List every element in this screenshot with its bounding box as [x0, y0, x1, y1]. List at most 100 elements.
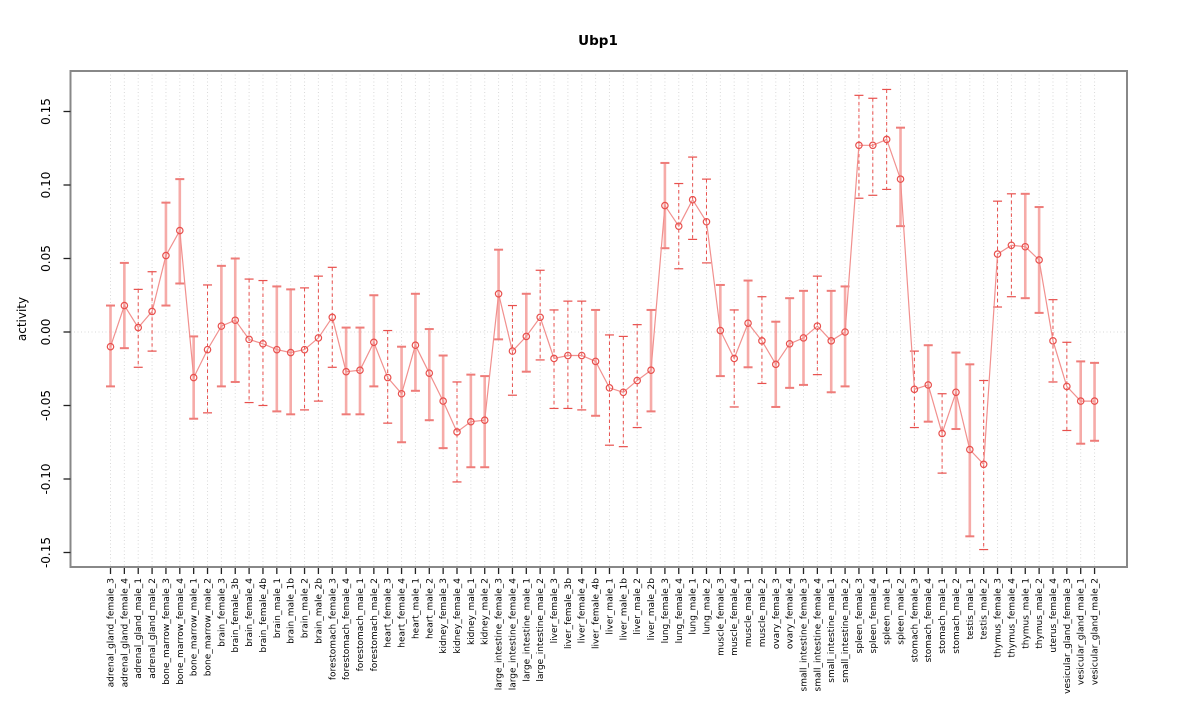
x-tick-label: large_intestine_male_1: [522, 578, 532, 682]
x-tick-label: large_intestine_female_4: [508, 578, 518, 691]
y-tick-label: 0.05: [39, 245, 53, 272]
plot-box: [69, 70, 1128, 568]
x-tick-label: large_intestine_male_2: [536, 578, 546, 682]
data-point: [896, 175, 905, 183]
data-point: [1049, 337, 1057, 345]
error-bar: [480, 375, 490, 469]
data-point: [564, 351, 572, 360]
x-tick-label: liver_male_2b: [647, 578, 657, 641]
data-point: [771, 360, 780, 369]
x-tick-label: large_intestine_female_3: [495, 578, 505, 690]
error-bar: [591, 308, 601, 417]
data-point: [855, 141, 863, 150]
x-tick-label: brain_male_1: [273, 578, 283, 638]
data-point: [758, 337, 766, 345]
error-bar: [812, 275, 822, 376]
data-point: [799, 334, 808, 342]
data-point: [273, 345, 281, 354]
x-tick-label: lung_male_2: [702, 578, 712, 635]
error-bar: [604, 334, 614, 446]
y-tick-label: 0.15: [39, 98, 53, 125]
data-point: [730, 354, 739, 363]
x-tick-label: thymus_male_1: [1021, 578, 1031, 649]
error-bar: [258, 279, 268, 407]
data-point: [411, 341, 420, 350]
data-series: [106, 88, 1100, 551]
data-point: [453, 428, 461, 436]
x-tick-label: adrenal_gland_female_3: [107, 578, 117, 687]
x-tick-label: brain_female_4: [245, 578, 255, 647]
error-bar: [507, 304, 517, 396]
x-tick-label: muscle_female_3: [716, 578, 726, 656]
x-tick-label: adrenal_gland_female_4: [120, 578, 130, 688]
data-point: [508, 347, 517, 355]
x-tick-label: small_intestine_male_2: [841, 578, 851, 683]
x-tick-label: forestomach_male_2: [370, 578, 380, 671]
data-point: [494, 289, 503, 298]
data-point: [813, 322, 822, 330]
x-tick-label: bone_marrow_male_2: [204, 578, 214, 676]
data-point: [1090, 397, 1099, 405]
x-tick-label: vesicular_gland_male_1: [1077, 578, 1087, 685]
x-tick-label: bone_marrow_male_1: [190, 578, 200, 676]
data-point: [356, 366, 364, 375]
error-bar: [674, 182, 684, 270]
x-tick-label: testis_male_2: [980, 578, 990, 640]
x-tick-label: stomach_female_3: [910, 578, 920, 662]
axes: 0.15 0.10 0.05 0.00 -0.05 -0.10 -0.15 adrenal_g…: [39, 98, 1101, 694]
chart-title: Ubp1: [578, 33, 618, 49]
data-point: [716, 326, 725, 335]
data-point: [342, 367, 350, 376]
data-point: [1021, 242, 1030, 251]
data-point: [647, 366, 655, 375]
x-tick-label: liver_female_3: [550, 578, 560, 643]
data-point: [633, 376, 641, 385]
data-point: [1035, 256, 1043, 264]
y-tick-label: -0.10: [39, 463, 53, 494]
error-bar: [161, 201, 171, 307]
data-point: [425, 369, 434, 377]
data-point: [702, 217, 711, 226]
error-bar: [1090, 361, 1100, 442]
x-tick-label: brain_female_3b: [231, 578, 241, 653]
error-bar: [882, 88, 892, 191]
x-tick-label: ovary_female_4: [786, 578, 796, 649]
data-point: [480, 416, 489, 425]
x-tick-label: thymus_female_3: [994, 578, 1004, 657]
error-bar: [327, 266, 337, 368]
error-bar: [757, 296, 767, 385]
x-tick-label: stomach_male_2: [952, 578, 962, 654]
error-bar: [1062, 341, 1072, 432]
error-bar: [896, 126, 906, 228]
error-bar: [549, 309, 559, 410]
data-point: [966, 445, 974, 454]
x-tick-label: thymus_female_4: [1007, 578, 1017, 658]
x-tick-label: uterus_female_4: [1049, 578, 1059, 653]
data-point: [522, 332, 531, 341]
x-tick-label: bone_marrow_female_3: [162, 578, 172, 685]
x-tick-label: lung_female_3: [661, 578, 671, 643]
error-bar: [563, 300, 573, 410]
data-point: [314, 334, 323, 342]
x-tick-label: kidney_male_2: [481, 578, 491, 645]
data-point: [577, 351, 586, 360]
x-tick-label: brain_male_2: [301, 578, 311, 638]
error-bar: [1020, 192, 1030, 300]
x-tick-label: forestomach_female_4: [342, 578, 352, 680]
data-point: [674, 222, 683, 230]
x-tick-label: lung_female_4: [675, 578, 685, 644]
data-point: [841, 328, 849, 336]
error-bar: [1076, 360, 1086, 445]
x-tick-label: brain_male_1b: [287, 578, 297, 644]
error-bar: [452, 381, 462, 483]
error-bar: [688, 156, 698, 240]
x-tick-label: heart_male_1: [411, 578, 421, 639]
x-tick-label: forestomach_male_1: [356, 578, 366, 671]
error-bar: [854, 94, 864, 199]
y-axis-label: activity: [15, 297, 29, 341]
x-tick-label: brain_female_4b: [259, 578, 269, 653]
x-tick-label: heart_male_2: [425, 578, 435, 639]
error-bar: [1006, 193, 1016, 298]
x-tick-label: thymus_male_2: [1035, 578, 1045, 649]
